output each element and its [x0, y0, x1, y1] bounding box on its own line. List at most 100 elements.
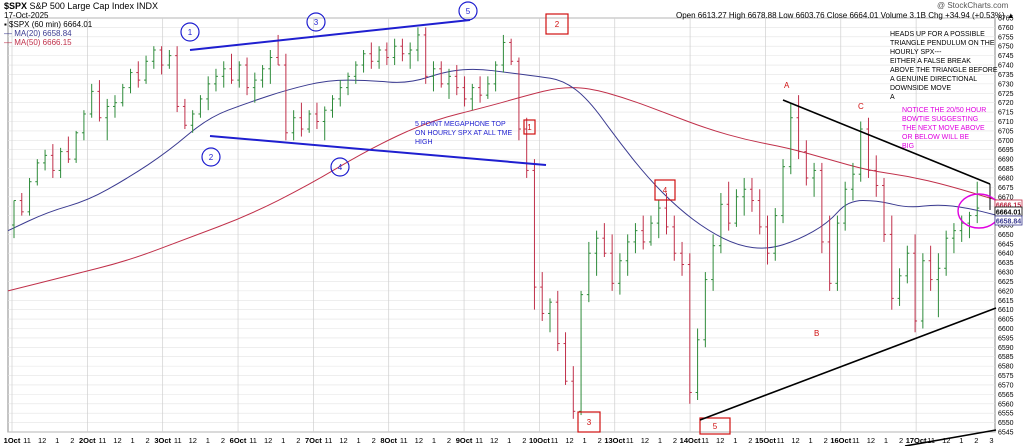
y-tick-label: 6685: [998, 166, 1014, 173]
x-tick-label: 9Oct: [456, 436, 473, 445]
x-tick-label: 1: [733, 436, 737, 445]
x-tick-label: 7Oct: [305, 436, 322, 445]
x-tick-label: 2: [70, 436, 74, 445]
header-title: $SPX S&P 500 Large Cap Index INDX: [4, 1, 158, 11]
x-tick-label: 6Oct: [230, 436, 247, 445]
y-tick-label: 6575: [998, 373, 1014, 380]
x-tick-label: 12: [264, 436, 272, 445]
x-tick-label: 2: [447, 436, 451, 445]
wave-box: [523, 119, 536, 135]
candlestick-bars: [12, 27, 980, 419]
x-tick-label: 12: [189, 436, 197, 445]
triangle-lower-line: [699, 307, 997, 421]
bowtie-note: OR BELOW WILL BE: [902, 134, 969, 141]
x-tick-label: 2: [974, 436, 978, 445]
x-tick-label: 12: [38, 436, 46, 445]
wave-box: [577, 411, 601, 433]
x-tick-label: 11: [777, 436, 785, 445]
x-tick-label: 13Oct: [604, 436, 625, 445]
wave-number-circle: [458, 1, 478, 21]
y-tick-label: 6585: [998, 354, 1014, 361]
y-tick-label: 6700: [998, 138, 1014, 145]
y-tick-label: 6760: [998, 25, 1014, 32]
x-tick-label: 2: [522, 436, 526, 445]
x-tick-label: 3: [989, 436, 993, 445]
y-axis: 6545 6550 6555 6560 6565 6570 6575 6580 6585 6590…: [998, 16, 1014, 437]
x-tick-label: 11: [400, 436, 408, 445]
x-tick-label: 1: [959, 436, 963, 445]
x-tick-label: 1: [583, 436, 587, 445]
ma50-line: [7, 87, 999, 292]
y-tick-label: 6680: [998, 175, 1014, 182]
y-tick-label: 6555: [998, 411, 1014, 418]
bowtie-note: THE NEXT MOVE ABOVE: [902, 125, 985, 132]
x-tick-label: 17Oct: [906, 436, 927, 445]
x-tick-label: 11: [551, 436, 559, 445]
y-tick-label: 6675: [998, 185, 1014, 192]
x-tick-label: 2: [146, 436, 150, 445]
wave-box: [699, 417, 731, 435]
x-tick-label: 12: [490, 436, 498, 445]
y-tick-label: 6735: [998, 72, 1014, 79]
lower-trend-line: [904, 429, 997, 446]
legend-price: ▪ $SPX (60 min) 6664.01: [4, 20, 93, 29]
x-tick-label: 1: [281, 436, 285, 445]
exchange: INDX: [136, 1, 158, 11]
x-tick-label: 11: [475, 436, 483, 445]
y-tick-label: 6750: [998, 44, 1014, 51]
triangle-note: HOURLY SPX---: [890, 49, 942, 56]
wave-number-label: 1: [188, 28, 193, 37]
y-tick-label: 6590: [998, 345, 1014, 352]
index-name: S&P 500 Large Cap Index: [29, 1, 134, 11]
y-tick-label: 6560: [998, 401, 1014, 408]
x-tick-label: 12: [415, 436, 423, 445]
y-tick-label: 6650: [998, 232, 1014, 239]
x-tick-label: 2Oct: [79, 436, 96, 445]
y-tick-label: 6765: [998, 16, 1014, 23]
megaphone-note: 5 POINT MEGAPHONE TOP: [415, 121, 506, 128]
watermark: @ StockCharts.com: [937, 1, 1009, 10]
x-tick-label: 11: [23, 436, 31, 445]
bowtie-note: BOWTIE SUGGESTING: [902, 116, 978, 123]
y-tick-label: 6620: [998, 288, 1014, 295]
y-tick-label: 6755: [998, 34, 1014, 41]
x-tick-label: 11: [99, 436, 107, 445]
x-tick-label: 11: [701, 436, 709, 445]
triangle-note: HEADS UP FOR A POSSIBLE: [890, 31, 985, 38]
wave-letter-a: A: [784, 81, 790, 90]
y-tick-label: 6670: [998, 194, 1014, 201]
wave-number-label: 3: [314, 18, 319, 27]
triangle-note: A: [890, 94, 895, 101]
megaphone-note: HIGH: [415, 139, 433, 146]
x-tick-label: 12: [942, 436, 950, 445]
triangle-note: DOWNSIDE MOVE: [890, 85, 951, 92]
price-label-text: 6664.01: [996, 210, 1021, 217]
wave-letter-c: C: [858, 102, 864, 111]
wave-box: [545, 13, 569, 35]
triangle-note: EITHER A FALSE BREAK: [890, 58, 971, 65]
ma20-line: [7, 68, 999, 249]
x-tick-label: 12: [565, 436, 573, 445]
y-tick-label: 6570: [998, 382, 1014, 389]
triangle-note: TRIANGLE PENDULUM ON THE: [890, 40, 995, 47]
x-tick-label: 1: [130, 436, 134, 445]
bowtie-note: NOTICE THE 20/50 HOUR: [902, 107, 986, 114]
y-tick-label: 6565: [998, 392, 1014, 399]
x-tick-label: 11: [325, 436, 333, 445]
wave-number-circle: [306, 12, 326, 32]
x-tick-label: 1: [507, 436, 511, 445]
x-axis: 1Oct 11 12 1 2 2Oct 11 12 1 2 3Oct 11 12 1 2 6Oct 11 12 1 2…: [4, 436, 994, 445]
y-tick-label: 6725: [998, 91, 1014, 98]
price-label-text: 6658.84: [996, 219, 1021, 226]
x-tick-label: 10Oct: [529, 436, 550, 445]
x-tick-label: 12: [113, 436, 121, 445]
x-tick-label: 1: [432, 436, 436, 445]
x-tick-label: 2: [673, 436, 677, 445]
x-tick-label: 2: [748, 436, 752, 445]
y-tick-label: 6580: [998, 364, 1014, 371]
x-tick-label: 11: [626, 436, 634, 445]
x-tick-label: 1: [55, 436, 59, 445]
wave-box-label: 5: [713, 422, 718, 431]
